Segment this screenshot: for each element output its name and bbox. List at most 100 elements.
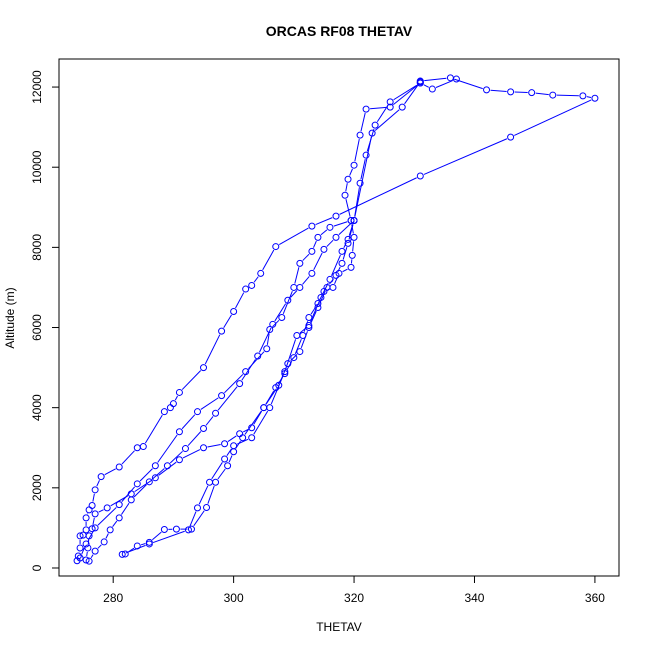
series-5	[118, 217, 358, 558]
data-point	[329, 283, 337, 291]
data-point	[308, 222, 316, 230]
series-segment	[90, 554, 94, 559]
series-segment	[227, 435, 237, 442]
series-segment	[237, 438, 249, 445]
series-segment	[97, 507, 117, 526]
series-segment	[370, 106, 387, 110]
data-point	[338, 259, 346, 267]
data-point	[296, 283, 304, 291]
data-point	[91, 547, 99, 555]
data-point	[281, 370, 289, 378]
data-point	[127, 496, 135, 504]
series-segment	[279, 227, 309, 246]
data-point	[290, 283, 298, 291]
x-tick-label: 340	[464, 591, 484, 605]
data-point	[200, 444, 208, 452]
series-segment	[424, 77, 447, 82]
data-point	[248, 424, 256, 432]
series-segment	[158, 461, 177, 476]
series-segment	[331, 254, 341, 276]
series-segment	[181, 370, 202, 390]
series-segment	[556, 94, 579, 97]
series-segment	[81, 547, 85, 555]
data-point	[103, 504, 111, 512]
series-segment	[294, 339, 302, 355]
data-point	[163, 462, 171, 470]
series-segment	[333, 221, 348, 227]
data-point	[320, 245, 328, 253]
data-point	[88, 501, 96, 509]
series-segment	[224, 374, 244, 394]
series-segment	[320, 229, 328, 236]
data-point	[344, 235, 352, 243]
data-point	[200, 364, 208, 372]
series-segment	[200, 397, 219, 410]
data-point	[326, 275, 334, 283]
x-tick-label: 280	[103, 591, 123, 605]
series-segment	[374, 109, 400, 131]
data-point	[350, 161, 358, 169]
series-segment	[490, 89, 507, 93]
data-point	[260, 404, 268, 412]
data-point	[115, 501, 123, 509]
data-point	[350, 233, 358, 241]
series-segment	[105, 533, 109, 539]
data-point	[281, 368, 289, 376]
data-point	[266, 326, 274, 334]
data-point	[332, 212, 340, 220]
data-point	[507, 133, 515, 141]
data-point	[203, 503, 211, 511]
data-point	[347, 263, 355, 271]
data-point	[320, 287, 328, 295]
series-2	[85, 78, 424, 565]
series-segment	[139, 468, 153, 482]
data-point	[335, 269, 343, 277]
data-point	[145, 540, 153, 548]
data-point	[76, 544, 84, 552]
series-segment	[342, 247, 348, 260]
data-point	[296, 259, 304, 267]
data-point	[362, 105, 370, 113]
data-point	[483, 86, 491, 94]
series-segment	[315, 217, 333, 226]
series-segment	[121, 486, 136, 502]
series-segment	[244, 410, 262, 435]
y-tick-label: 6000	[30, 314, 44, 341]
data-point	[308, 247, 316, 255]
data-point	[416, 172, 424, 180]
series-segment	[286, 360, 293, 371]
data-point	[133, 480, 141, 488]
series-segment	[345, 183, 348, 192]
data-point	[416, 79, 424, 87]
series-segment	[313, 240, 317, 248]
data-point	[344, 239, 352, 247]
series-segment	[92, 517, 95, 525]
series-segment	[354, 138, 360, 162]
data-point	[386, 98, 394, 106]
data-point	[175, 388, 183, 396]
series-segment	[253, 410, 263, 425]
data-point	[266, 404, 274, 412]
series-segment	[140, 543, 146, 546]
y-tick-label: 0	[30, 564, 44, 571]
series-segment	[104, 468, 116, 476]
data-point	[181, 445, 189, 453]
series-segment	[182, 449, 201, 459]
data-point	[269, 320, 277, 328]
data-point	[85, 506, 93, 514]
series-layer	[73, 74, 599, 565]
series-segment	[207, 444, 221, 448]
series-segment	[352, 241, 355, 252]
data-point	[230, 442, 238, 450]
series-segment	[151, 468, 165, 480]
series-segment	[243, 429, 249, 433]
data-point	[82, 556, 90, 564]
data-point	[160, 526, 168, 534]
data-point	[338, 247, 346, 255]
data-point	[236, 380, 244, 388]
data-point	[257, 269, 265, 277]
data-point	[172, 525, 180, 533]
data-point	[452, 75, 460, 83]
series-segment	[226, 448, 232, 456]
series-segment	[354, 187, 360, 217]
